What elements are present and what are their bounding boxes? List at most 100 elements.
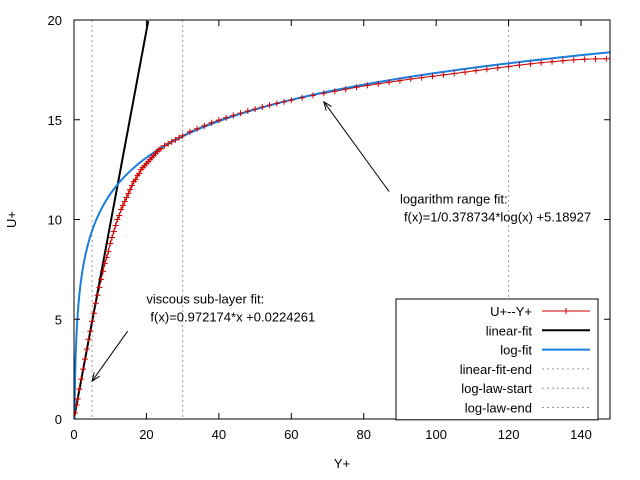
data-point — [375, 80, 382, 87]
x-tick-label: 60 — [284, 427, 298, 442]
data-point — [252, 105, 259, 112]
data-point — [157, 145, 164, 152]
x-tick-label: 20 — [139, 427, 153, 442]
data-point — [201, 122, 208, 129]
data-point — [114, 216, 121, 223]
data-point — [581, 56, 588, 63]
log-fit-line — [74, 51, 610, 419]
data-point — [103, 254, 110, 261]
annotation-arrowhead — [323, 100, 332, 111]
data-point — [81, 356, 88, 363]
x-tick-label: 140 — [570, 427, 592, 442]
annotation-arrow — [91, 330, 129, 382]
annotation-text: viscous sub-layer fit: — [146, 291, 264, 306]
legend-label-linear-fit-end: linear-fit-end — [460, 362, 532, 377]
data-point — [74, 396, 81, 403]
data-point — [85, 336, 92, 343]
data-point — [116, 212, 123, 219]
y-tick-label: 0 — [55, 412, 62, 427]
data-point — [559, 57, 566, 64]
data-point — [127, 186, 134, 193]
x-tick-label: 0 — [70, 427, 77, 442]
data-point — [101, 260, 108, 267]
data-point — [80, 366, 87, 373]
data-point — [109, 234, 116, 241]
data-point — [78, 376, 85, 383]
x-tick-label: 80 — [356, 427, 370, 442]
data-point — [96, 284, 103, 291]
data-point — [94, 292, 101, 299]
data-point — [418, 74, 425, 81]
linear-fit-line — [74, 20, 150, 419]
data-point — [176, 134, 183, 141]
annotation-text: f(x)=1/0.378734*log(x) +5.18927 — [404, 210, 591, 225]
data-point — [74, 402, 80, 409]
data-point — [299, 94, 306, 101]
data-point — [223, 114, 230, 121]
annotation-arrowhead — [91, 372, 100, 383]
data-point — [331, 88, 338, 95]
data-point — [320, 90, 327, 97]
y-tick-label: 20 — [48, 13, 62, 28]
data-point — [132, 176, 139, 183]
annotation-arrow — [323, 101, 390, 192]
data-point — [161, 142, 168, 149]
annotation-text: logarithm range fit: — [400, 192, 508, 207]
data-point — [98, 276, 105, 283]
legend-marker-u-y — [563, 308, 569, 314]
data-point — [266, 102, 273, 109]
data-point — [99, 268, 106, 275]
legend-label-linear-fit: linear-fit — [486, 323, 533, 338]
x-tick-label: 100 — [425, 427, 447, 442]
data-point — [259, 103, 266, 110]
data-point — [123, 194, 130, 201]
data-point — [429, 73, 436, 80]
data-point — [386, 79, 393, 86]
data-point — [516, 62, 523, 69]
data-point — [237, 110, 244, 117]
data-point — [505, 63, 512, 70]
data-point — [538, 59, 545, 66]
data-point — [288, 97, 295, 104]
data-point — [118, 206, 125, 213]
data-point — [473, 67, 479, 74]
data-point — [273, 100, 280, 107]
legend: U+--Y+ linear-fit log-fit linear-fit-end log… — [395, 298, 599, 421]
data-point — [244, 107, 251, 114]
data-point — [172, 136, 179, 143]
data-point — [89, 318, 96, 325]
data-point — [125, 190, 132, 197]
data-point — [128, 182, 135, 189]
reference-lines — [91, 20, 510, 419]
data-point — [215, 117, 222, 124]
data-point — [570, 56, 577, 63]
legend-label-log-law-start: log-law-start — [461, 381, 532, 396]
legend-label-log-fit: log-fit — [500, 343, 532, 358]
data-point — [83, 346, 90, 353]
legend-label-u-y: U+--Y+ — [490, 304, 532, 319]
legend-box — [395, 298, 599, 421]
y-tick-label: 15 — [48, 113, 62, 128]
data-point — [74, 410, 79, 417]
data-point — [364, 82, 371, 89]
annotation-text: f(x)=0.972174*x +0.0224261 — [150, 309, 315, 324]
data-point — [107, 240, 114, 247]
data-point — [483, 66, 490, 73]
x-tick-label: 40 — [212, 427, 226, 442]
data-point — [186, 128, 193, 135]
data-point — [194, 125, 201, 132]
tick-labels: 0 20 40 60 80 100 120 140 0 5 10 15 20 — [48, 13, 592, 442]
data-point — [136, 170, 143, 177]
data-point — [76, 386, 83, 393]
data-point — [603, 55, 610, 62]
data-point — [592, 55, 599, 62]
y-tick-label: 10 — [48, 213, 62, 228]
data-point — [112, 222, 119, 229]
data-point — [121, 198, 128, 205]
data-point — [105, 248, 112, 255]
data-point — [353, 84, 360, 91]
data-point — [92, 300, 99, 307]
data-point — [110, 228, 117, 235]
data-point — [549, 58, 556, 65]
data-point — [451, 70, 458, 77]
